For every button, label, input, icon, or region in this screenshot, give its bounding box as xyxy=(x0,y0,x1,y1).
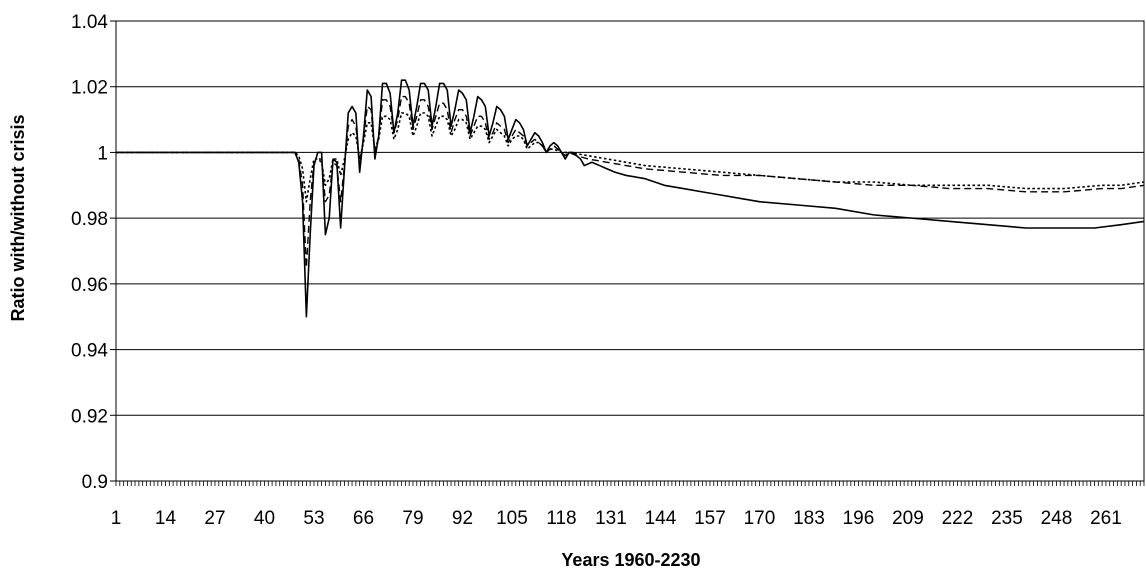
x-tick-label: 183 xyxy=(793,508,825,529)
x-tick-label: 235 xyxy=(991,508,1023,529)
y-tick-label: 0.96 xyxy=(71,275,108,296)
y-axis-title: Ratio with/without crisis xyxy=(8,114,28,321)
x-tick-label: 170 xyxy=(744,508,776,529)
x-tick-label: 248 xyxy=(1041,508,1073,529)
y-tick-label: 0.98 xyxy=(71,209,108,230)
x-tick-label: 144 xyxy=(645,508,677,529)
y-tick-label: 1.04 xyxy=(71,12,108,33)
series-line-dotted xyxy=(116,112,1145,203)
x-axis-ticks xyxy=(115,481,1145,486)
x-tick-label: 27 xyxy=(204,508,225,529)
series-layer xyxy=(116,79,1145,318)
y-tick-label: 0.92 xyxy=(71,406,108,427)
y-axis-tick-labels: 0.9 0.92 0.94 0.96 0.98 1 1.02 1.04 xyxy=(71,12,108,493)
y-tick-label: 1.02 xyxy=(71,78,108,99)
x-tick-label: 92 xyxy=(452,508,473,529)
y-tick-label: 0.94 xyxy=(71,341,108,362)
x-tick-label: 209 xyxy=(892,508,924,529)
x-tick-label: 105 xyxy=(496,508,528,529)
x-tick-label: 14 xyxy=(155,508,177,529)
x-tick-label: 157 xyxy=(694,508,726,529)
x-tick-label: 131 xyxy=(595,508,627,529)
x-tick-label: 196 xyxy=(843,508,875,529)
x-tick-label: 261 xyxy=(1090,508,1122,529)
series-line-solid xyxy=(116,79,1145,318)
x-axis-tick-labels: 1 14 27 40 53 66 79 92 105 118 131 144 157 170 183 196 2… xyxy=(111,508,1122,529)
x-tick-label: 1 xyxy=(111,508,122,529)
x-tick-label: 66 xyxy=(353,508,374,529)
x-tick-label: 118 xyxy=(546,508,576,529)
series-line-dashed xyxy=(116,95,1145,269)
y-tick-label: 0.9 xyxy=(82,472,108,493)
x-axis-title: Years 1960-2230 xyxy=(561,550,700,570)
x-tick-label: 40 xyxy=(254,508,275,529)
x-tick-label: 53 xyxy=(303,508,324,529)
x-tick-label: 79 xyxy=(402,508,423,529)
y-tick-label: 1 xyxy=(97,143,108,164)
plot-area xyxy=(115,20,1145,482)
x-tick-label: 222 xyxy=(942,508,974,529)
gridlines xyxy=(110,20,1144,482)
